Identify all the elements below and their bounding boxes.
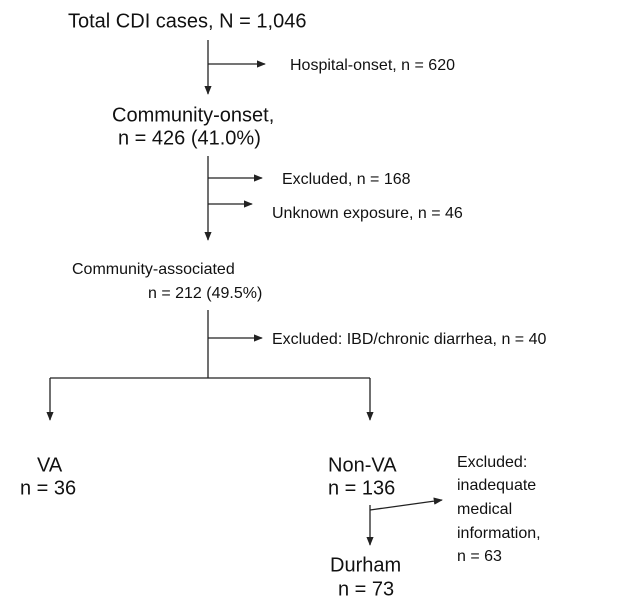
node-text: Excluded: IBD/chronic diarrhea, n = 40 (272, 331, 546, 348)
node-text: Non-VA (328, 454, 397, 476)
node-text: Community-associated (72, 261, 235, 278)
node-text: n = 426 (41.0%) (118, 127, 261, 149)
node-text: Durham (330, 554, 401, 576)
node-text: inadequate (457, 477, 536, 494)
node-text: medical (457, 501, 512, 518)
node-text: n = 212 (49.5%) (148, 285, 262, 302)
node-text: Hospital-onset, n = 620 (290, 57, 455, 74)
arrow (369, 497, 443, 511)
node-text: VA (37, 454, 63, 476)
node-text: Excluded, n = 168 (282, 171, 411, 188)
node-text: Excluded: (457, 454, 527, 471)
node-text: Community-onset, (112, 104, 274, 126)
node-text: n = 136 (328, 477, 395, 499)
node-text: n = 63 (457, 548, 502, 565)
node-text: Unknown exposure, n = 46 (272, 205, 463, 222)
node-text: n = 36 (20, 477, 76, 499)
node-text: information, (457, 525, 541, 542)
node-text: Total CDI cases, N = 1,046 (68, 10, 306, 32)
labels: Total CDI cases, N = 1,046 Hospital-onse… (20, 10, 546, 600)
connectors (46, 40, 443, 546)
node-text: n = 73 (338, 578, 394, 600)
